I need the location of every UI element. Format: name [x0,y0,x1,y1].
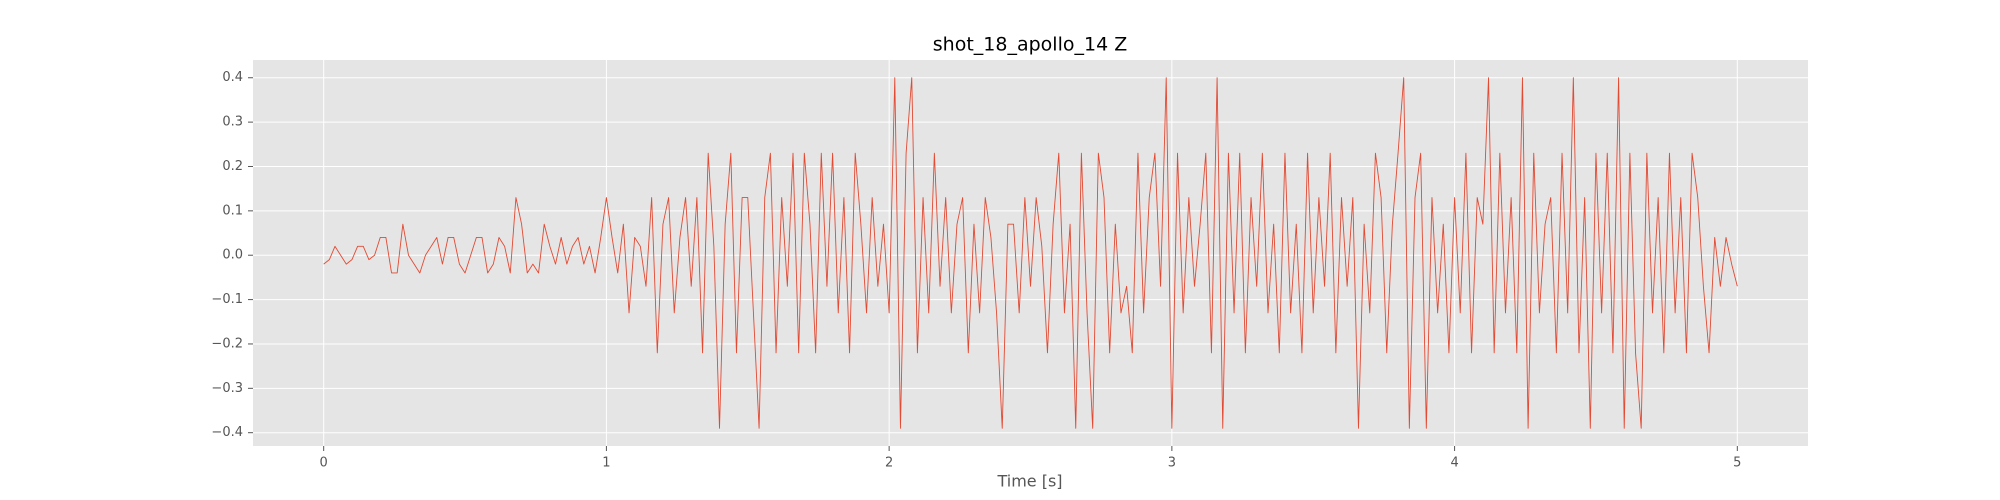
y-tick-label: −0.4 [211,425,243,440]
x-tick-label: 3 [1168,456,1176,471]
y-tick-label: −0.3 [211,381,243,396]
y-tick-label: 0.2 [222,159,243,174]
x-axis-label: Time [s] [996,472,1062,491]
x-tick-label: 0 [320,456,328,471]
x-tick-label: 1 [602,456,610,471]
y-tick-label: 0.3 [222,115,243,130]
signal-line [323,77,1738,429]
x-tick-label: 2 [885,456,893,471]
x-tick-label: 5 [1733,456,1741,471]
x-tick-label: 4 [1450,456,1458,471]
chart-title: shot_18_apollo_14 Z [933,34,1127,56]
y-tick-label: 0.4 [222,70,243,85]
y-tick-label: 0.1 [222,203,243,218]
y-tick-label: −0.2 [211,336,243,351]
y-tick-label: −0.1 [211,292,243,307]
y-tick-label: 0.0 [222,248,243,263]
